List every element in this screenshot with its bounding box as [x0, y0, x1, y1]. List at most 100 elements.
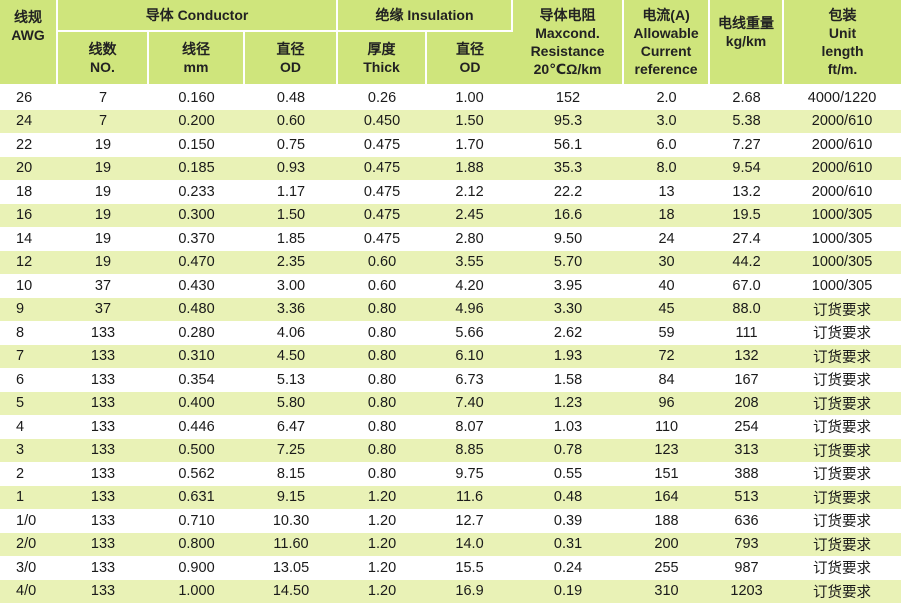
cell-insulation-od: 5.66 — [427, 321, 514, 345]
cell-package: 订货要求 — [784, 485, 901, 509]
cell-insulation-od: 2.45 — [427, 203, 514, 227]
cell-package: 订货要求 — [784, 556, 901, 580]
cell-package: 订货要求 — [784, 579, 901, 603]
table-row: 12 19 0.470 2.35 0.60 3.55 5.70 30 44.2 1000/305 — [0, 250, 901, 274]
cell-wire-diameter: 0.800 — [149, 532, 245, 556]
cell-current: 30 — [624, 250, 711, 274]
cell-current: 84 — [624, 368, 711, 392]
cell-conductor-od: 3.36 — [245, 297, 339, 321]
cell-resistance: 2.62 — [513, 321, 625, 345]
cell-strands: 7 — [58, 109, 149, 133]
cell-weight: 111 — [710, 321, 785, 345]
cell-package: 2000/610 — [784, 180, 901, 204]
cell-strands: 19 — [58, 227, 149, 251]
cell-awg: 16 — [0, 203, 58, 227]
cell-insulation-thickness: 0.80 — [338, 344, 428, 368]
cell-insulation-thickness: 0.475 — [338, 156, 428, 180]
cell-current: 151 — [624, 462, 711, 486]
cell-awg: 24 — [0, 109, 58, 133]
cell-weight: 132 — [710, 344, 785, 368]
cell-conductor-od: 0.60 — [245, 109, 339, 133]
cell-conductor-od: 11.60 — [245, 532, 339, 556]
cell-package: 2000/610 — [784, 109, 901, 133]
cell-resistance: 0.31 — [513, 532, 625, 556]
cell-wire-diameter: 0.500 — [149, 438, 245, 462]
header-conductor-od: 直径 OD — [245, 32, 339, 86]
cell-package: 订货要求 — [784, 462, 901, 486]
cell-strands: 133 — [58, 344, 149, 368]
cell-conductor-od: 8.15 — [245, 462, 339, 486]
cell-strands: 19 — [58, 203, 149, 227]
cell-insulation-thickness: 0.60 — [338, 250, 428, 274]
cell-current: 3.0 — [624, 109, 711, 133]
table-row: 26 7 0.160 0.48 0.26 1.00 152 2.0 2.68 4000/1220 — [0, 86, 901, 110]
cell-strands: 133 — [58, 415, 149, 439]
cell-resistance: 5.70 — [513, 250, 625, 274]
cell-current: 59 — [624, 321, 711, 345]
cell-package: 订货要求 — [784, 415, 901, 439]
cell-strands: 133 — [58, 321, 149, 345]
table-row: 4/0 133 1.000 14.50 1.20 16.9 0.19 310 1203 订货要求 — [0, 579, 901, 603]
cell-resistance: 0.19 — [513, 579, 625, 603]
cell-wire-diameter: 0.200 — [149, 109, 245, 133]
cell-weight: 67.0 — [710, 274, 785, 298]
header-wire-diameter: 线径 mm — [149, 32, 245, 86]
cell-weight: 388 — [710, 462, 785, 486]
cell-strands: 133 — [58, 509, 149, 533]
cell-current: 8.0 — [624, 156, 711, 180]
cell-awg: 7 — [0, 344, 58, 368]
cell-awg: 2/0 — [0, 532, 58, 556]
table-row: 20 19 0.185 0.93 0.475 1.88 35.3 8.0 9.54 2000/61… — [0, 156, 901, 180]
cell-resistance: 35.3 — [513, 156, 625, 180]
cell-resistance: 16.6 — [513, 203, 625, 227]
header-resistance: 导体电阻 Maxcond. Resistance 20℃Ω/km — [513, 0, 625, 86]
cell-insulation-od: 3.55 — [427, 250, 514, 274]
cell-insulation-thickness: 0.26 — [338, 86, 428, 110]
cell-weight: 513 — [710, 485, 785, 509]
cell-wire-diameter: 0.280 — [149, 321, 245, 345]
cell-conductor-od: 0.93 — [245, 156, 339, 180]
cell-insulation-thickness: 0.80 — [338, 368, 428, 392]
cell-conductor-od: 5.80 — [245, 391, 339, 415]
table-row: 14 19 0.370 1.85 0.475 2.80 9.50 24 27.4 1000/305 — [0, 227, 901, 251]
cell-strands: 19 — [58, 180, 149, 204]
cell-strands: 19 — [58, 156, 149, 180]
cell-weight: 254 — [710, 415, 785, 439]
cell-weight: 19.5 — [710, 203, 785, 227]
cell-weight: 2.68 — [710, 86, 785, 110]
cell-resistance: 95.3 — [513, 109, 625, 133]
cell-resistance: 1.03 — [513, 415, 625, 439]
cell-insulation-od: 7.40 — [427, 391, 514, 415]
cell-resistance: 0.39 — [513, 509, 625, 533]
table-row: 1/0 133 0.710 10.30 1.20 12.7 0.39 188 636 订货要求 — [0, 509, 901, 533]
cell-insulation-od: 1.88 — [427, 156, 514, 180]
cell-awg: 3/0 — [0, 556, 58, 580]
cell-current: 40 — [624, 274, 711, 298]
cell-conductor-od: 1.17 — [245, 180, 339, 204]
cell-insulation-thickness: 0.80 — [338, 415, 428, 439]
cell-weight: 208 — [710, 391, 785, 415]
header-insulation-od: 直径 OD — [427, 32, 514, 86]
header-awg: 线规 AWG — [0, 0, 58, 86]
cell-weight: 167 — [710, 368, 785, 392]
cell-resistance: 1.23 — [513, 391, 625, 415]
cell-package: 订货要求 — [784, 509, 901, 533]
table-row: 18 19 0.233 1.17 0.475 2.12 22.2 13 13.2 2000/610 — [0, 180, 901, 204]
cell-strands: 19 — [58, 250, 149, 274]
cell-awg: 6 — [0, 368, 58, 392]
cell-current: 72 — [624, 344, 711, 368]
table-row: 10 37 0.430 3.00 0.60 4.20 3.95 40 67.0 1000/305 — [0, 274, 901, 298]
cell-insulation-od: 8.85 — [427, 438, 514, 462]
cell-insulation-od: 6.73 — [427, 368, 514, 392]
cell-current: 45 — [624, 297, 711, 321]
cell-resistance: 0.24 — [513, 556, 625, 580]
cell-package: 订货要求 — [784, 438, 901, 462]
cell-strands: 133 — [58, 485, 149, 509]
cell-awg: 4/0 — [0, 579, 58, 603]
cell-insulation-od: 12.7 — [427, 509, 514, 533]
table-row: 24 7 0.200 0.60 0.450 1.50 95.3 3.0 5.38 2000/610 — [0, 109, 901, 133]
cell-resistance: 56.1 — [513, 133, 625, 157]
cell-strands: 133 — [58, 462, 149, 486]
cell-awg: 9 — [0, 297, 58, 321]
cell-conductor-od: 1.50 — [245, 203, 339, 227]
